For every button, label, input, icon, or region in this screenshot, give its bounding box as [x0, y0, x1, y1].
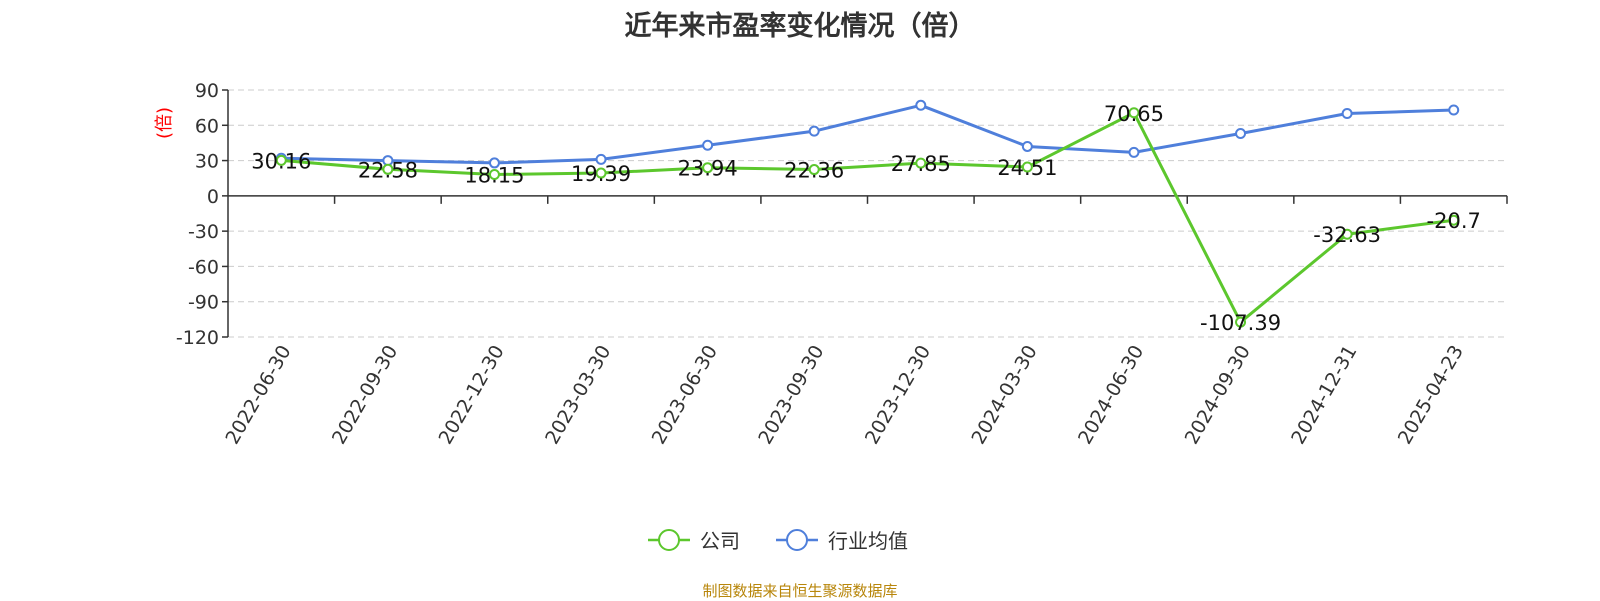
- y-tick-label-1: 60: [195, 115, 219, 137]
- series-1-point-7: [1021, 140, 1033, 152]
- series-line-1: [281, 103, 1454, 165]
- series-0-point-7: [1021, 161, 1033, 173]
- data-label-2: 18.15: [464, 164, 524, 188]
- data-label-4: 23.94: [678, 157, 738, 181]
- series-1-point-6: [915, 99, 927, 111]
- series-layer: [275, 99, 1460, 328]
- gridlines: [228, 89, 1507, 338]
- series-0-point-10: [1341, 228, 1353, 240]
- data-label-0: 30.16: [251, 149, 311, 173]
- x-tick-label-7: 2024-03-30: [967, 342, 1041, 449]
- x-tick-label-4: 2023-06-30: [648, 342, 722, 449]
- legend-label-0: 公司: [700, 529, 740, 553]
- series-0-point-5: [808, 164, 820, 176]
- series-0-point-0: [275, 154, 287, 166]
- series-line-0: [281, 111, 1454, 324]
- series-1-point-10: [1341, 108, 1353, 120]
- data-source-note: 制图数据来自恒生聚源数据库: [702, 582, 898, 600]
- legend: 公司 行业均值: [648, 529, 908, 553]
- x-tick-label-5: 2023-09-30: [754, 342, 828, 449]
- data-labels: 30.16 22.58 18.15 19.39 23.94 22.36 27.85 24.51…: [251, 102, 1481, 335]
- data-label-6: 27.85: [891, 152, 951, 176]
- series-1-point-9: [1235, 128, 1247, 140]
- data-label-10: -32.63: [1313, 223, 1381, 247]
- y-tick-label-6: -90: [188, 292, 219, 314]
- y-axis-label: (倍): [154, 107, 175, 139]
- x-tick-label-9: 2024-09-30: [1181, 342, 1255, 449]
- data-label-9: -107.39: [1200, 311, 1281, 335]
- chart-title: 近年来市盈率变化情况（倍）: [624, 11, 976, 42]
- y-tick-label-7: -120: [176, 327, 219, 349]
- series-0-point-8: [1128, 107, 1140, 119]
- y-tick-label-2: 30: [195, 151, 219, 173]
- series-0-point-4: [702, 162, 714, 174]
- x-tick-label-0: 2022-06-30: [221, 342, 295, 449]
- legend-label-1: 行业均值: [828, 529, 908, 553]
- y-tick-label-4: -30: [188, 221, 219, 243]
- series-1-point-8: [1128, 146, 1140, 158]
- x-tick-label-10: 2024-12-31: [1287, 342, 1361, 449]
- series-1-point-2: [488, 157, 500, 169]
- series-1-point-4: [702, 139, 714, 151]
- data-label-11: -20.7: [1427, 209, 1481, 233]
- series-0-point-6: [915, 157, 927, 169]
- x-tick-label-2: 2022-12-30: [435, 342, 509, 449]
- series-0-point-9: [1235, 316, 1247, 328]
- x-tick-label-11: 2025-04-23: [1394, 342, 1468, 449]
- data-label-7: 24.51: [997, 156, 1057, 180]
- series-1-point-5: [808, 125, 820, 137]
- series-0-point-3: [595, 167, 607, 179]
- x-tick-label-3: 2023-03-30: [541, 342, 615, 449]
- y-tick-label-3: 0: [207, 186, 219, 208]
- data-label-3: 19.39: [571, 162, 631, 186]
- y-tick-label-0: 90: [195, 80, 219, 102]
- legend-marker-1: [786, 529, 808, 551]
- series-1-point-3: [595, 153, 607, 165]
- series-0-point-2: [488, 169, 500, 181]
- x-tick-label-6: 2023-12-30: [861, 342, 935, 449]
- series-0-point-11: [1448, 214, 1460, 226]
- legend-marker-0: [658, 529, 680, 551]
- data-label-5: 22.36: [784, 159, 844, 183]
- data-label-8: 70.65: [1104, 102, 1164, 126]
- x-tick-label-1: 2022-09-30: [328, 342, 402, 449]
- data-label-1: 22.58: [358, 158, 418, 182]
- series-1-point-11: [1448, 104, 1460, 116]
- series-0-point-1: [382, 163, 394, 175]
- y-tick-label-5: -60: [188, 256, 219, 278]
- x-tick-label-8: 2024-06-30: [1074, 342, 1148, 449]
